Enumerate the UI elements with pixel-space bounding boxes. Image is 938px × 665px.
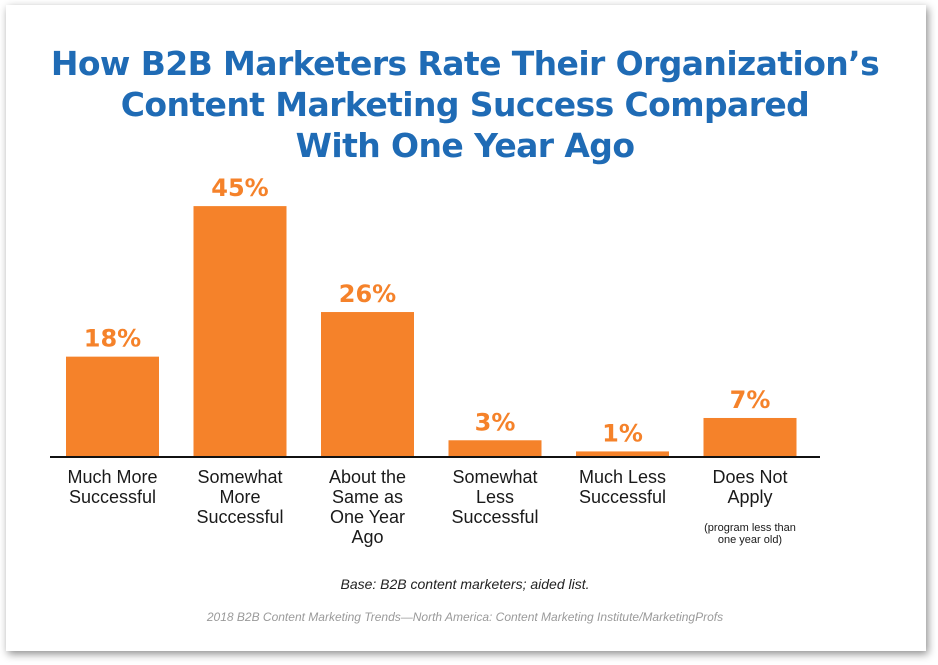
category-label: Successful bbox=[579, 487, 666, 507]
bar bbox=[66, 356, 159, 457]
category-label: Much Less bbox=[579, 467, 666, 487]
chart-card: How B2B Marketers Rate Their Organizatio… bbox=[6, 5, 926, 651]
category-label: Ago bbox=[351, 527, 383, 547]
category-label: Same as bbox=[332, 487, 403, 507]
category-note: (program less than bbox=[704, 522, 796, 534]
source-note: 2018 B2B Content Marketing Trends—North … bbox=[206, 610, 724, 624]
category-label: Somewhat bbox=[197, 467, 282, 487]
category-label: Successful bbox=[451, 507, 538, 527]
category-label: Somewhat bbox=[452, 467, 537, 487]
bar-value-label: 7% bbox=[730, 386, 771, 414]
bar-value-label: 18% bbox=[84, 325, 141, 353]
category-label: Apply bbox=[727, 487, 772, 507]
bar bbox=[576, 451, 669, 457]
category-label: One Year bbox=[330, 507, 405, 527]
category-label: Does Not bbox=[712, 467, 787, 487]
bar bbox=[321, 312, 414, 457]
bar-value-label: 3% bbox=[475, 408, 516, 436]
chart-title-line: Content Marketing Success Compared bbox=[120, 85, 810, 124]
bar bbox=[703, 417, 797, 457]
chart-title-line: How B2B Marketers Rate Their Organizatio… bbox=[50, 44, 880, 83]
base-note: Base: B2B content marketers; aided list. bbox=[340, 576, 590, 592]
category-label: About the bbox=[329, 467, 406, 487]
category-label: Successful bbox=[196, 507, 283, 527]
bar-value-label: 1% bbox=[602, 419, 643, 447]
bar-chart: 18%Much MoreSuccessful45%SomewhatMoreSuc… bbox=[50, 174, 820, 547]
chart-title: How B2B Marketers Rate Their Organizatio… bbox=[6, 43, 924, 166]
category-label: More bbox=[219, 487, 260, 507]
category-label: Successful bbox=[69, 487, 156, 507]
bar bbox=[193, 206, 287, 457]
bar-value-label: 45% bbox=[211, 174, 268, 202]
chart-title-line: With One Year Ago bbox=[295, 126, 635, 165]
category-note: one year old) bbox=[718, 534, 782, 546]
category-label: Less bbox=[476, 487, 514, 507]
bar-value-label: 26% bbox=[339, 280, 396, 308]
category-label: Much More bbox=[67, 467, 157, 487]
bar bbox=[448, 440, 542, 457]
